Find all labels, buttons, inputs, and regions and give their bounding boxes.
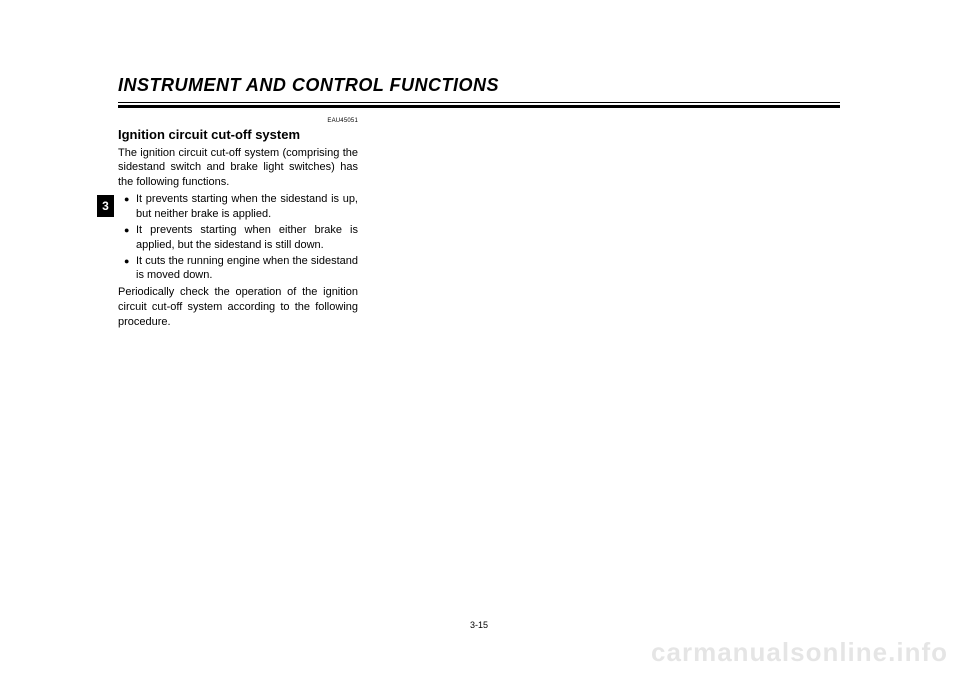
intro-paragraph: The ignition circuit cut-off system (com…: [118, 146, 358, 191]
bullet-list: It prevents starting when the sidestand …: [118, 192, 358, 283]
bullet-item: It prevents starting when the sidestand …: [118, 192, 358, 222]
watermark: carmanualsonline.info: [651, 637, 948, 668]
bullet-item: It cuts the running engine when the side…: [118, 254, 358, 284]
page-number: 3-15: [118, 620, 840, 630]
header-rule-top: [118, 102, 840, 103]
section-tab: 3: [97, 195, 114, 217]
content-column: EAU45051 Ignition circuit cut-off system…: [118, 117, 358, 332]
section-heading: Ignition circuit cut-off system: [118, 126, 358, 144]
section-tab-label: 3: [102, 199, 109, 213]
outro-paragraph: Periodically check the operation of the …: [118, 285, 358, 330]
document-code: EAU45051: [118, 117, 358, 125]
bullet-item: It prevents starting when either brake i…: [118, 223, 358, 253]
page-header-title: INSTRUMENT AND CONTROL FUNCTIONS: [118, 75, 840, 100]
header-rule-bottom: [118, 105, 840, 108]
page-content: INSTRUMENT AND CONTROL FUNCTIONS EAU4505…: [118, 75, 840, 605]
